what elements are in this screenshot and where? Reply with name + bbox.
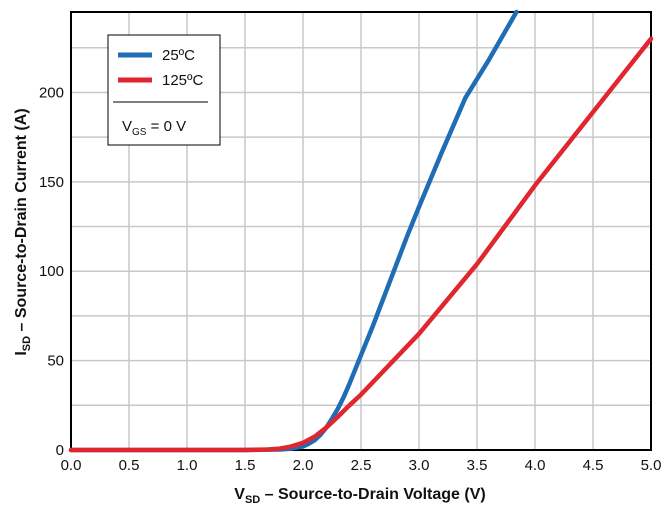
x-tick-label: 3.5 (467, 457, 488, 474)
series-layer (68, 9, 654, 453)
x-tick-label: 2.0 (293, 457, 314, 474)
x-tick-label: 1.0 (177, 457, 198, 474)
y-tick-label: 150 (39, 174, 64, 191)
x-tick-label: 5.0 (641, 457, 662, 474)
grid (71, 12, 651, 450)
x-tick-label: 1.5 (235, 457, 256, 474)
x-tick-label: 4.5 (583, 457, 604, 474)
axis-ticks: 0.0 0.5 1.0 1.5 2.0 2.5 3.0 3.5 4.0 4.5 5.0 0 50 100 1… (39, 84, 661, 474)
x-tick-label: 4.0 (525, 457, 546, 474)
x-axis-title: VSD – Source-to-Drain Voltage (V) (234, 486, 485, 506)
series-line-1 (68, 36, 654, 453)
series-line-0 (68, 9, 519, 453)
y-tick-label: 100 (39, 263, 64, 280)
legend-label-25c: 25ºC (162, 47, 195, 64)
legend: 25ºC 125ºC VGS = 0 V (107, 34, 221, 146)
y-tick-label: 50 (47, 353, 64, 370)
x-tick-label: 2.5 (351, 457, 372, 474)
y-tick-label: 200 (39, 84, 64, 101)
x-tick-label: 3.0 (409, 457, 430, 474)
legend-condition: VGS = 0 V (122, 118, 186, 138)
legend-label-125c: 125ºC (162, 72, 204, 89)
x-tick-label: 0.0 (61, 457, 82, 474)
plot-frame (70, 11, 652, 451)
x-tick-label: 0.5 (119, 457, 140, 474)
y-tick-label: 0 (56, 442, 64, 459)
y-axis-title: ISD – Source-to-Drain Current (A) (13, 108, 33, 355)
